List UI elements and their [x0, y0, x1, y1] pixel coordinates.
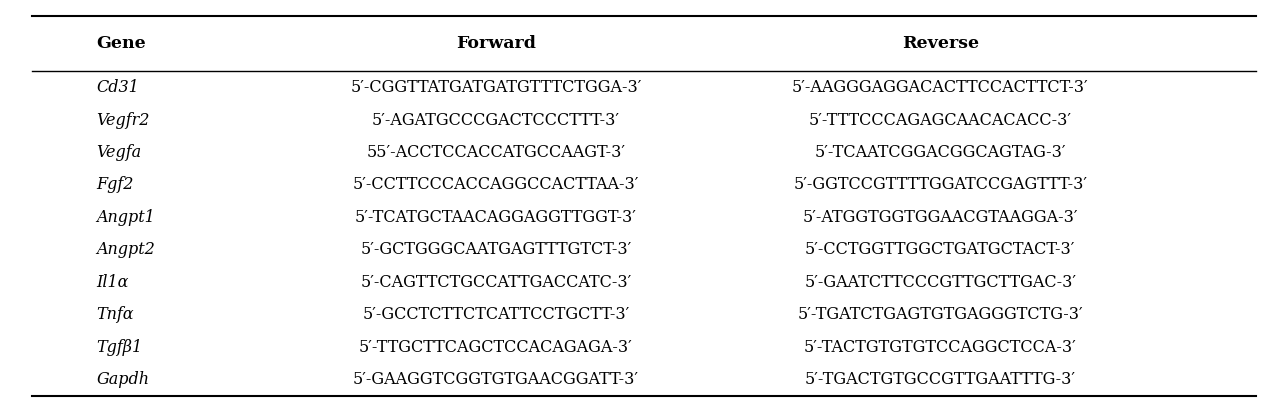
Text: 5′-TTGCTTCAGCTCCACAGAGA-3′: 5′-TTGCTTCAGCTCCACAGAGA-3′: [359, 339, 632, 356]
Text: Vegfr2: Vegfr2: [97, 111, 149, 129]
Text: 55′-ACCTCCACCATGCCAAGT-3′: 55′-ACCTCCACCATGCCAAGT-3′: [366, 144, 626, 161]
Text: Angpt1: Angpt1: [97, 209, 156, 226]
Text: Forward: Forward: [456, 35, 536, 52]
Text: 5′-AGATGCCCGACTCCCTTT-3′: 5′-AGATGCCCGACTCCCTTT-3′: [372, 111, 620, 129]
Text: 5′-GAAGGTCGGTGTGAACGGATT-3′: 5′-GAAGGTCGGTGTGAACGGATT-3′: [353, 371, 639, 388]
Text: 5′-GCCTCTTCTCATTCCTGCTT-3′: 5′-GCCTCTTCTCATTCCTGCTT-3′: [362, 306, 630, 323]
Text: Gapdh: Gapdh: [97, 371, 149, 388]
Text: 5′-TTTCCCAGAGCAACACACC-3′: 5′-TTTCCCAGAGCAACACACC-3′: [809, 111, 1072, 129]
Text: 5′-TGACTGTGCCGTTGAATTTG-3′: 5′-TGACTGTGCCGTTGAATTTG-3′: [805, 371, 1075, 388]
Text: Vegfa: Vegfa: [97, 144, 142, 161]
Text: 5′-GCTGGGCAATGAGTTTGTCT-3′: 5′-GCTGGGCAATGAGTTTGTCT-3′: [361, 241, 631, 258]
Text: 5′-ATGGTGGTGGAACGTAAGGA-3′: 5′-ATGGTGGTGGAACGTAAGGA-3′: [802, 209, 1078, 226]
Text: Tnfα: Tnfα: [97, 306, 134, 323]
Text: 5′-TGATCTGAGTGTGAGGGTCTG-3′: 5′-TGATCTGAGTGTGAGGGTCTG-3′: [797, 306, 1083, 323]
Text: Fgf2: Fgf2: [97, 176, 134, 193]
Text: 5′-GAATCTTCCCGTTGCTTGAC-3′: 5′-GAATCTTCCCGTTGCTTGAC-3′: [804, 274, 1077, 291]
Text: 5′-CCTGGTTGGCTGATGCTACT-3′: 5′-CCTGGTTGGCTGATGCTACT-3′: [805, 241, 1075, 258]
Text: Tgfβ1: Tgfβ1: [97, 339, 143, 356]
Text: Gene: Gene: [97, 35, 147, 52]
Text: 5′-GGTCCGTTTTGGATCCGAGTTT-3′: 5′-GGTCCGTTTTGGATCCGAGTTT-3′: [793, 176, 1087, 193]
Text: 5′-TCAATCGGACGGCAGTAG-3′: 5′-TCAATCGGACGGCAGTAG-3′: [814, 144, 1066, 161]
Text: 5′-TACTGTGTGTCCAGGCTCCA-3′: 5′-TACTGTGTGTCCAGGCTCCA-3′: [804, 339, 1077, 356]
Text: 5′-CCTTCCCACCAGGCCACTTAA-3′: 5′-CCTTCCCACCAGGCCACTTAA-3′: [353, 176, 639, 193]
Text: Cd31: Cd31: [97, 79, 139, 96]
Text: 5′-CGGTTATGATGATGTTTCTGGA-3′: 5′-CGGTTATGATGATGTTTCTGGA-3′: [350, 79, 641, 96]
Text: 5′-TCATGCTAACAGGAGGTTGGT-3′: 5′-TCATGCTAACAGGAGGTTGGT-3′: [355, 209, 636, 226]
Text: 5′-CAGTTCTGCCATTGACCATC-3′: 5′-CAGTTCTGCCATTGACCATC-3′: [361, 274, 631, 291]
Text: 5′-AAGGGAGGACACTTCCACTTCT-3′: 5′-AAGGGAGGACACTTCCACTTCT-3′: [792, 79, 1088, 96]
Text: Angpt2: Angpt2: [97, 241, 156, 258]
Text: Reverse: Reverse: [902, 35, 979, 52]
Text: Il1α: Il1α: [97, 274, 129, 291]
